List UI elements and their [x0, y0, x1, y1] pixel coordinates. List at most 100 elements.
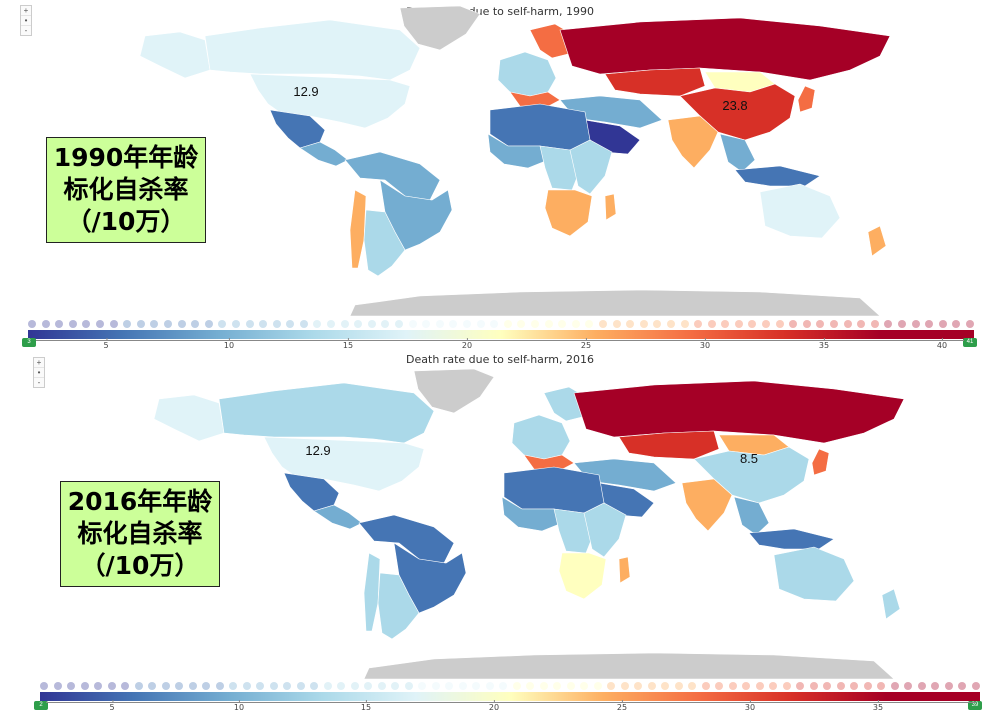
- region-indonesia[interactable]: [734, 165, 821, 187]
- country-dot[interactable]: [486, 682, 494, 690]
- country-dot[interactable]: [626, 320, 634, 328]
- country-dot[interactable]: [449, 320, 457, 328]
- country-dot[interactable]: [823, 682, 831, 690]
- country-dot[interactable]: [972, 682, 980, 690]
- country-dot[interactable]: [273, 320, 281, 328]
- country-dot[interactable]: [54, 682, 62, 690]
- region-east-africa[interactable]: [583, 502, 627, 558]
- country-dot[interactable]: [218, 320, 226, 328]
- region-madagascar[interactable]: [618, 556, 631, 584]
- country-dot[interactable]: [837, 682, 845, 690]
- country-dot[interactable]: [463, 320, 471, 328]
- value-dots-slider[interactable]: [40, 680, 980, 692]
- country-dot[interactable]: [432, 682, 440, 690]
- country-dot[interactable]: [175, 682, 183, 690]
- country-dot[interactable]: [558, 320, 566, 328]
- country-dot[interactable]: [613, 320, 621, 328]
- zoom-reset-button[interactable]: •: [34, 368, 44, 378]
- country-dot[interactable]: [708, 320, 716, 328]
- region-russia[interactable]: [559, 17, 891, 81]
- country-dot[interactable]: [748, 320, 756, 328]
- country-dot[interactable]: [553, 682, 561, 690]
- country-dot[interactable]: [661, 682, 669, 690]
- country-dot[interactable]: [871, 320, 879, 328]
- country-dot[interactable]: [912, 320, 920, 328]
- country-dot[interactable]: [735, 320, 743, 328]
- country-dot[interactable]: [789, 320, 797, 328]
- region-antarctica[interactable]: [363, 652, 895, 680]
- country-dot[interactable]: [364, 682, 372, 690]
- country-dot[interactable]: [762, 320, 770, 328]
- region-russia[interactable]: [573, 380, 905, 444]
- region-chile[interactable]: [349, 189, 367, 269]
- region-antarctica[interactable]: [349, 289, 881, 317]
- region-japan[interactable]: [797, 85, 816, 113]
- country-dot[interactable]: [545, 320, 553, 328]
- region-canada[interactable]: [204, 19, 421, 81]
- country-dot[interactable]: [540, 682, 548, 690]
- region-east-africa[interactable]: [569, 139, 613, 195]
- country-dot[interactable]: [381, 320, 389, 328]
- country-dot[interactable]: [40, 682, 48, 690]
- country-dot[interactable]: [148, 682, 156, 690]
- country-dot[interactable]: [621, 682, 629, 690]
- region-west-africa[interactable]: [487, 133, 549, 169]
- country-dot[interactable]: [69, 320, 77, 328]
- country-dot[interactable]: [931, 682, 939, 690]
- country-dot[interactable]: [121, 682, 129, 690]
- country-dot[interactable]: [232, 320, 240, 328]
- region-australia[interactable]: [773, 546, 855, 602]
- country-dot[interactable]: [599, 320, 607, 328]
- country-dot[interactable]: [742, 682, 750, 690]
- country-dot[interactable]: [898, 320, 906, 328]
- region-india[interactable]: [667, 115, 719, 169]
- country-dot[interactable]: [297, 682, 305, 690]
- country-dot[interactable]: [803, 320, 811, 328]
- country-dot[interactable]: [191, 320, 199, 328]
- region-southeast-asia[interactable]: [733, 496, 770, 536]
- country-dot[interactable]: [436, 320, 444, 328]
- country-dot[interactable]: [925, 320, 933, 328]
- range-min-handle[interactable]: 2: [34, 701, 48, 710]
- country-dot[interactable]: [445, 682, 453, 690]
- country-dot[interactable]: [324, 682, 332, 690]
- country-dot[interactable]: [178, 320, 186, 328]
- country-dot[interactable]: [918, 682, 926, 690]
- country-dot[interactable]: [391, 682, 399, 690]
- region-india[interactable]: [681, 478, 733, 532]
- country-dot[interactable]: [202, 682, 210, 690]
- country-dot[interactable]: [135, 682, 143, 690]
- country-dot[interactable]: [567, 682, 575, 690]
- country-dot[interactable]: [667, 320, 675, 328]
- region-kazakhstan[interactable]: [618, 430, 720, 460]
- country-dot[interactable]: [283, 682, 291, 690]
- country-dot[interactable]: [653, 320, 661, 328]
- zoom-out-button[interactable]: -: [24, 26, 28, 35]
- zoom-reset-button[interactable]: •: [21, 16, 31, 26]
- country-dot[interactable]: [341, 320, 349, 328]
- country-dot[interactable]: [477, 320, 485, 328]
- region-southern-africa[interactable]: [544, 189, 593, 237]
- region-north-africa[interactable]: [489, 103, 591, 151]
- country-dot[interactable]: [418, 682, 426, 690]
- country-dot[interactable]: [259, 320, 267, 328]
- country-dot[interactable]: [796, 682, 804, 690]
- country-dot[interactable]: [351, 682, 359, 690]
- country-dot[interactable]: [42, 320, 50, 328]
- region-greenland[interactable]: [399, 5, 481, 51]
- country-dot[interactable]: [810, 682, 818, 690]
- country-dot[interactable]: [108, 682, 116, 690]
- country-dot[interactable]: [499, 682, 507, 690]
- range-max-handle[interactable]: 41: [963, 338, 977, 347]
- country-dot[interactable]: [472, 682, 480, 690]
- country-dot[interactable]: [513, 682, 521, 690]
- country-dot[interactable]: [675, 682, 683, 690]
- region-indonesia[interactable]: [748, 528, 835, 550]
- country-dot[interactable]: [891, 682, 899, 690]
- country-dot[interactable]: [640, 320, 648, 328]
- country-dot[interactable]: [694, 320, 702, 328]
- country-dot[interactable]: [246, 320, 254, 328]
- country-dot[interactable]: [459, 682, 467, 690]
- country-dot[interactable]: [28, 320, 36, 328]
- country-dot[interactable]: [681, 320, 689, 328]
